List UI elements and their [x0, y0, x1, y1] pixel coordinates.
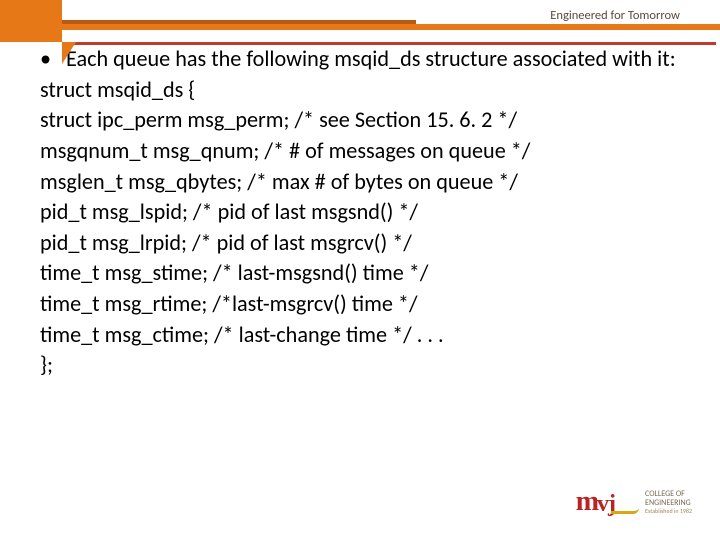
header-orange-tail — [62, 42, 76, 64]
code-line: struct ipc_perm msg_perm; /* see Section… — [40, 105, 692, 136]
code-line: msglen_t msg_qbytes; /* max # of bytes o… — [40, 167, 692, 198]
code-line: time_t msg_ctime; /* last-change time */… — [40, 320, 692, 351]
logo-subtext: COLLEGE OF ENGINEERING Established in 19… — [645, 490, 692, 514]
code-line: }; — [40, 350, 692, 381]
bullet-item: • Each queue has the following msqid_ds … — [40, 44, 692, 75]
header-red-line — [62, 42, 716, 45]
logo-swoosh-icon — [611, 508, 639, 514]
bullet-text: Each queue has the following msqid_ds st… — [66, 44, 692, 75]
logo-established: Established in 1982 — [645, 508, 692, 515]
header-caption: Engineered for Tomorrow — [550, 8, 680, 23]
code-line: pid_t msg_lrpid; /* pid of last msgrcv()… — [40, 228, 692, 259]
logo-mark: m vj — [576, 486, 639, 518]
header-mid-band — [0, 24, 720, 30]
header-top-strip — [62, 20, 416, 24]
code-line: struct msqid_ds { — [40, 75, 692, 106]
logo-m: m — [576, 486, 597, 518]
header-orange-block — [0, 0, 62, 42]
code-line: msgqnum_t msg_qnum; /* # of messages on … — [40, 136, 692, 167]
footer-logo: m vj COLLEGE OF ENGINEERING Established … — [576, 486, 692, 518]
code-line: time_t msg_rtime; /*last-msgrcv() time *… — [40, 289, 692, 320]
slide-content: • Each queue has the following msqid_ds … — [40, 44, 692, 381]
header-band: Engineered for Tomorrow — [0, 12, 720, 36]
code-line: time_t msg_stime; /* last-msgsnd() time … — [40, 258, 692, 289]
code-line: pid_t msg_lspid; /* pid of last msgsnd()… — [40, 197, 692, 228]
slide: Engineered for Tomorrow • Each queue has… — [0, 0, 720, 540]
